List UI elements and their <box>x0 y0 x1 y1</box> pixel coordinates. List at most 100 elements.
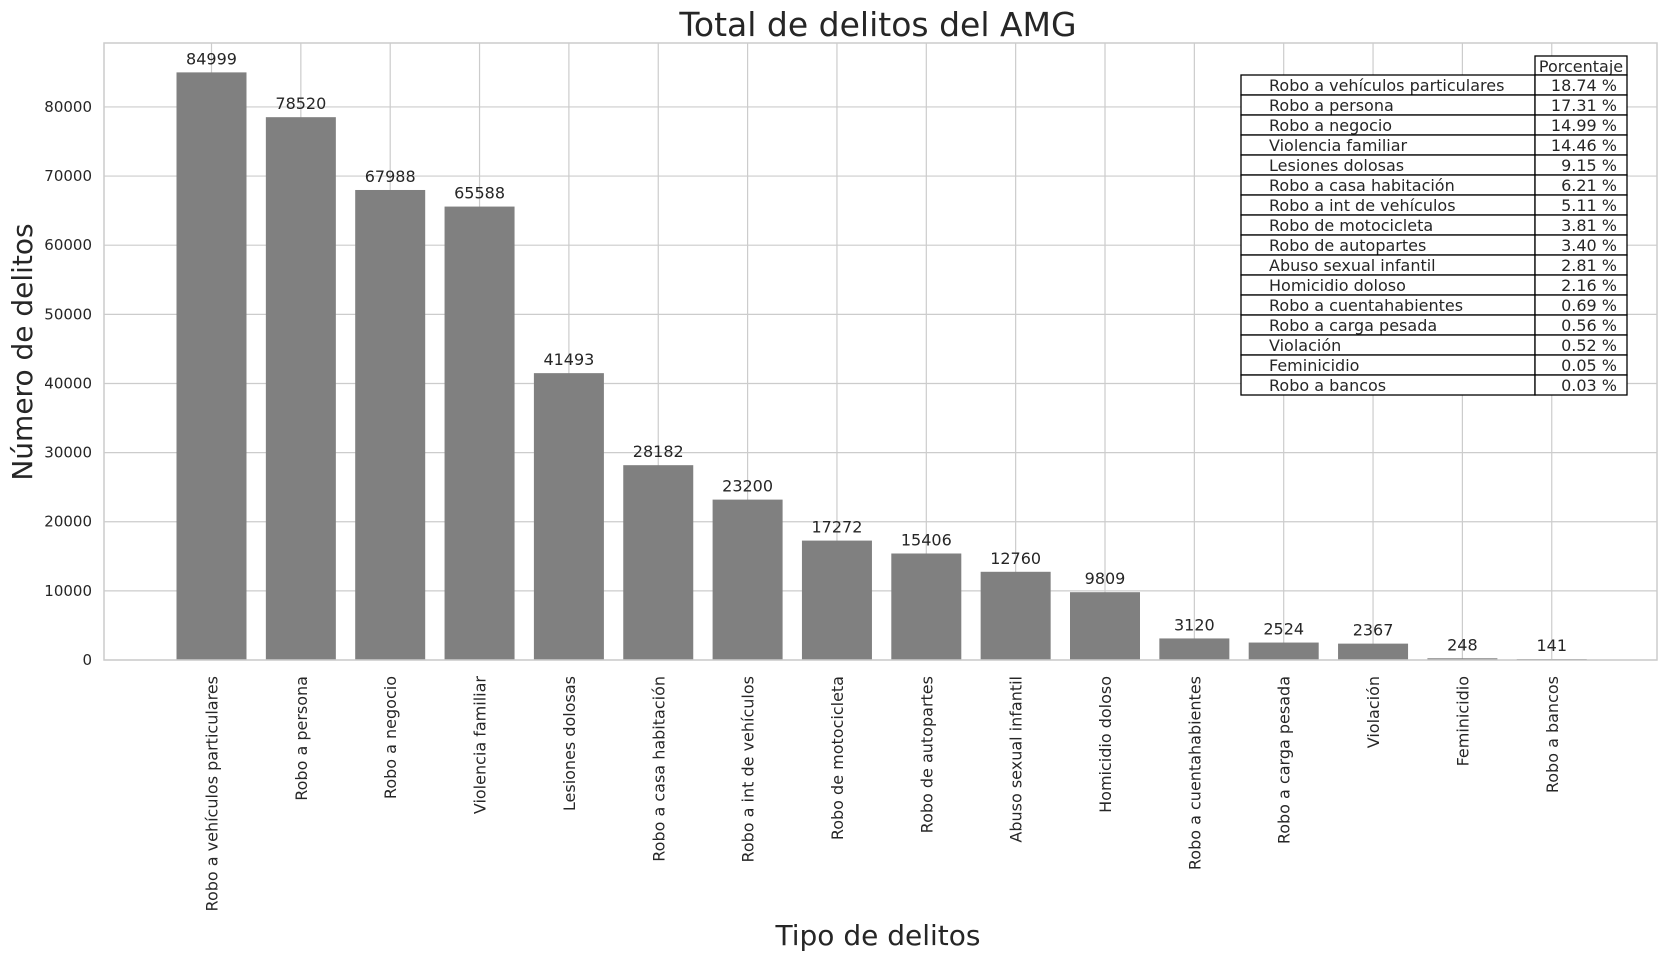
bar-value-label: 3120 <box>1174 615 1215 634</box>
bar-value-label: 12760 <box>990 549 1041 568</box>
bar-value-label: 67988 <box>365 167 416 186</box>
bar <box>265 117 336 660</box>
x-tick-label: Robo a carga pesada <box>1275 676 1294 844</box>
table-row-value: 2.81 % <box>1561 256 1617 275</box>
table-row-label: Violación <box>1269 336 1341 355</box>
table-row-value: 6.21 % <box>1561 176 1617 195</box>
plot-frame <box>103 42 1658 661</box>
table-row-value: 0.03 % <box>1561 376 1617 395</box>
bar-value-label: 15406 <box>901 530 952 549</box>
bar-value-label: 28182 <box>633 442 684 461</box>
bar <box>801 540 872 660</box>
bar <box>891 553 962 660</box>
bar-value-label: 41493 <box>543 350 594 369</box>
bar <box>1248 642 1319 660</box>
bar-value-label: 84999 <box>186 49 237 68</box>
y-tick-label: 60000 <box>44 236 92 254</box>
table-row-label: Robo a negocio <box>1269 116 1392 135</box>
bar-value-label: 23200 <box>722 477 773 496</box>
y-axis-label: Número de delitos <box>6 223 39 480</box>
x-tick-label: Robo a persona <box>292 676 311 801</box>
x-tick-label: Violación <box>1364 676 1383 748</box>
table-row-value: 0.52 % <box>1561 336 1617 355</box>
x-tick-label: Robo a cuentahabientes <box>1185 676 1204 870</box>
bar <box>1070 592 1140 660</box>
x-tick-label: Violencia familiar <box>471 676 490 815</box>
y-tick-label: 80000 <box>44 98 92 116</box>
bar <box>444 206 515 661</box>
table-row-label: Robo de autopartes <box>1269 236 1426 255</box>
x-tick-label: Lesiones dolosas <box>560 676 579 811</box>
bar-value-label: 17272 <box>811 518 862 537</box>
table-row-label: Robo a carga pesada <box>1269 316 1437 335</box>
table-row-value: 3.81 % <box>1561 216 1617 235</box>
x-tick-label: Robo de autopartes <box>917 676 936 833</box>
x-tick-label: Feminicidio <box>1453 676 1472 766</box>
bars <box>176 72 1587 661</box>
bar-value-label: 65588 <box>454 184 505 203</box>
table-row-label: Abuso sexual infantil <box>1269 256 1436 275</box>
x-tick-label: Robo a casa habitación <box>649 676 668 862</box>
bar <box>1159 638 1230 660</box>
bar-value-label: 78520 <box>275 94 326 113</box>
y-axis-ticks: 0 10000 20000 30000 40000 50000 60000 70000 8000… <box>44 98 92 669</box>
bar-value-label: 2367 <box>1353 621 1394 640</box>
table-row-value: 18.74 % <box>1551 76 1617 95</box>
y-tick-label: 50000 <box>44 305 92 323</box>
bar <box>980 571 1051 660</box>
y-tick-label: 10000 <box>44 582 92 600</box>
table-row-label: Feminicidio <box>1269 356 1359 375</box>
y-tick-label: 20000 <box>44 513 92 531</box>
table-row-value: 9.15 % <box>1561 156 1617 175</box>
table-row-value: 5.11 % <box>1561 196 1617 215</box>
table-row-value: 2.16 % <box>1561 276 1617 295</box>
table-row-label: Robo a casa habitación <box>1269 176 1455 195</box>
table-row-label: Robo a persona <box>1269 96 1394 115</box>
bar <box>623 465 694 660</box>
table-row-value: 14.46 % <box>1551 136 1617 155</box>
x-tick-label: Abuso sexual infantil <box>1007 676 1026 843</box>
bar <box>533 373 604 660</box>
bar-value-labels: 84999 78520 67988 65588 41493 28182 23200 17272… <box>186 49 1567 655</box>
table-row-label: Robo a int de vehículos <box>1269 196 1456 215</box>
x-axis-label: Tipo de delitos <box>775 919 981 952</box>
table-row-label: Robo a cuentahabientes <box>1269 296 1463 315</box>
x-tick-label: Robo a negocio <box>381 676 400 799</box>
table-row-value: 17.31 % <box>1551 96 1617 115</box>
table-row-label: Lesiones dolosas <box>1269 156 1404 175</box>
percentage-table: Porcentaje Robo a vehículos particulares 1… <box>1240 55 1628 396</box>
bar-value-label: 248 <box>1447 635 1478 654</box>
y-tick-label: 0 <box>82 651 92 669</box>
table-row-label: Violencia familiar <box>1269 136 1408 155</box>
y-tick-label: 70000 <box>44 167 92 185</box>
x-tick-label: Robo a bancos <box>1543 676 1562 793</box>
x-tick-label: Homicidio doloso <box>1096 676 1115 813</box>
table-row-value: 0.56 % <box>1561 316 1617 335</box>
bar-value-label: 141 <box>1536 636 1567 655</box>
x-axis-ticks: Robo a vehículos particulares Robo a pers… <box>203 676 1562 912</box>
table-row-value: 3.40 % <box>1561 236 1617 255</box>
bar <box>1338 643 1409 660</box>
x-tick-label: Robo a int de vehículos <box>739 676 758 863</box>
table-row-label: Homicidio doloso <box>1269 276 1406 295</box>
y-tick-label: 40000 <box>44 374 92 392</box>
x-tick-label: Robo a vehículos particulares <box>203 676 222 911</box>
table-row-value: 14.99 % <box>1551 116 1617 135</box>
chart-title: Total de delitos del AMG <box>678 5 1076 44</box>
table-row-label: Robo a bancos <box>1269 376 1386 395</box>
bar <box>712 499 783 660</box>
x-tick-label: Robo de motocicleta <box>828 676 847 840</box>
bar-value-label: 2524 <box>1263 620 1304 639</box>
table-header: Porcentaje <box>1539 57 1623 76</box>
y-tick-label: 30000 <box>44 444 92 462</box>
table-value-cell <box>1534 374 1628 396</box>
bar <box>1427 658 1498 660</box>
bar <box>176 72 247 660</box>
table-row-value: 0.69 % <box>1561 296 1617 315</box>
table-row-value: 0.05 % <box>1561 356 1617 375</box>
bar <box>355 189 426 660</box>
bar-value-label: 9809 <box>1085 569 1126 588</box>
table-row-label: Robo de motocicleta <box>1269 216 1433 235</box>
table-row-label: Robo a vehículos particulares <box>1269 76 1504 95</box>
